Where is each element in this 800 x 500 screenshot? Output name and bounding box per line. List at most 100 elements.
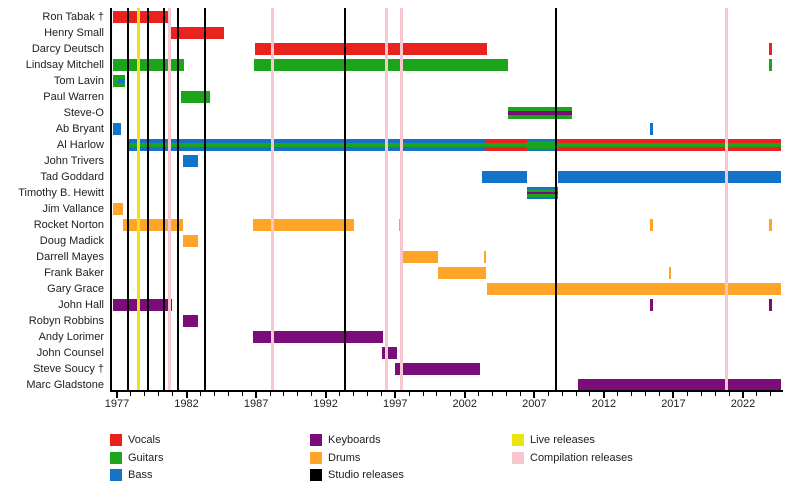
legend-swatch-vocals: [110, 434, 122, 446]
timeline-bar-segment: [128, 139, 486, 151]
x-axis-minor-tick: [659, 392, 661, 396]
bar-stripe-guitars: [117, 83, 126, 87]
x-axis-minor-tick: [227, 392, 229, 396]
member-label: Jim Vallance: [42, 203, 104, 215]
x-axis-minor-tick: [213, 392, 215, 396]
x-axis-minor-tick: [478, 392, 480, 396]
live-release-line: [137, 8, 141, 390]
x-axis-minor-tick: [561, 392, 563, 396]
x-axis-major-tick: [533, 392, 536, 398]
timeline-bar-segment: [768, 59, 772, 71]
legend-item-guitars: Guitars: [110, 451, 163, 465]
bar-stripe-guitars: [527, 143, 558, 147]
bar-stripe-drums: [487, 283, 781, 295]
bar-stripe-bass: [117, 79, 126, 83]
bar-stripe-keyboards: [768, 299, 772, 311]
x-axis-major-tick: [741, 392, 744, 398]
timeline-bar-segment: [668, 267, 672, 279]
bar-stripe-bass: [527, 148, 558, 152]
bar-stripe-guitars: [768, 59, 772, 71]
bar-stripe-drums: [400, 251, 439, 263]
x-axis-year-label: 2022: [730, 398, 756, 410]
x-axis-minor-tick: [297, 392, 299, 396]
bar-stripe-keyboards: [507, 111, 572, 115]
member-label: Ron Tabak †: [42, 11, 104, 23]
timeline-bar-segment: [482, 171, 528, 183]
bar-stripe-bass: [183, 155, 198, 167]
bar-stripe-guitars: [527, 146, 558, 149]
x-axis-minor-tick: [172, 392, 174, 396]
bar-stripe-bass: [650, 123, 654, 135]
x-axis-minor-tick: [617, 392, 619, 396]
timeline-bar-segment: [112, 203, 124, 215]
bar-stripe-vocals: [171, 27, 225, 39]
bar-stripe-vocals: [768, 43, 772, 55]
legend-label: Compilation releases: [530, 451, 633, 464]
timeline-bar-segment: [123, 219, 184, 231]
x-axis-year-label: 1987: [243, 398, 269, 410]
member-label: Steve-O: [63, 107, 104, 119]
member-label: Darcy Deutsch: [31, 43, 104, 55]
legend-item-vocals: Vocals: [110, 433, 160, 447]
x-axis-minor-tick: [645, 392, 647, 396]
bar-stripe-guitars: [527, 189, 558, 192]
timeline-bar-segment: [253, 331, 383, 343]
legend-label: Vocals: [128, 434, 161, 446]
x-axis-minor-tick: [283, 392, 285, 396]
member-label: Gary Grace: [47, 283, 104, 295]
bar-stripe-keyboards: [650, 299, 654, 311]
x-axis-major-tick: [324, 392, 327, 398]
member-label: Darrell Mayes: [36, 251, 104, 263]
legend-item-bass: Bass: [110, 468, 152, 482]
x-axis-year-label: 1992: [313, 398, 338, 410]
bar-stripe-keyboards: [527, 191, 558, 195]
bar-stripe-guitars: [485, 143, 781, 147]
bar-stripe-vocals: [254, 43, 488, 55]
legend-label: Bass: [128, 469, 153, 481]
timeline-bar-segment: [112, 123, 122, 135]
x-axis-minor-tick: [158, 392, 160, 396]
x-axis-minor-tick: [408, 392, 410, 396]
bar-stripe-bass: [112, 123, 122, 135]
bar-stripe-bass: [128, 147, 486, 151]
x-axis-minor-tick: [450, 392, 452, 396]
x-axis-minor-tick: [492, 392, 494, 396]
legend-swatch-studio: [310, 469, 322, 481]
member-label: Robyn Robbins: [28, 315, 104, 327]
timeline-bar-segment: [395, 363, 481, 375]
legend-item-studio: Studio releases: [310, 468, 404, 482]
x-axis-minor-tick: [589, 392, 591, 396]
x-axis-minor-tick: [436, 392, 438, 396]
x-axis-year-label: 1997: [382, 398, 408, 410]
x-axis-major-tick: [116, 392, 118, 398]
timeline-bar-segment: [183, 155, 198, 167]
x-axis-minor-tick: [714, 392, 716, 396]
x-axis-minor-tick: [130, 392, 132, 396]
bar-stripe-guitars: [527, 141, 558, 144]
timeline-bar-segment: [485, 139, 781, 151]
timeline-bar-segment: [650, 123, 654, 135]
bar-stripe-vocals: [112, 11, 170, 23]
timeline-bar-segment: [112, 11, 170, 23]
x-axis-minor-tick: [422, 392, 424, 396]
x-axis-minor-tick: [700, 392, 702, 396]
bar-stripe-keyboards: [253, 331, 383, 343]
compilation-release-line: [271, 8, 275, 390]
legend-swatch-keyboards: [310, 434, 322, 446]
bar-stripe-drums: [253, 219, 355, 231]
member-label: Andy Lorimer: [38, 331, 104, 343]
bar-stripe-bass: [527, 196, 558, 200]
bar-stripe-vocals: [485, 139, 781, 143]
bar-stripe-bass: [527, 187, 558, 190]
bar-stripe-drums: [483, 251, 487, 263]
bar-stripe-bass: [557, 171, 781, 183]
member-label: Rocket Norton: [33, 219, 104, 231]
legend-swatch-drums: [310, 451, 322, 464]
bar-stripe-guitars: [507, 107, 572, 111]
timeline-bar-segment: [483, 251, 487, 263]
timeline-bar-segment: [254, 59, 508, 71]
legend-label: Guitars: [128, 451, 164, 464]
member-label: John Hall: [58, 299, 104, 311]
member-label: Steve Soucy †: [33, 363, 104, 375]
x-axis-year-label: 2002: [452, 398, 477, 410]
